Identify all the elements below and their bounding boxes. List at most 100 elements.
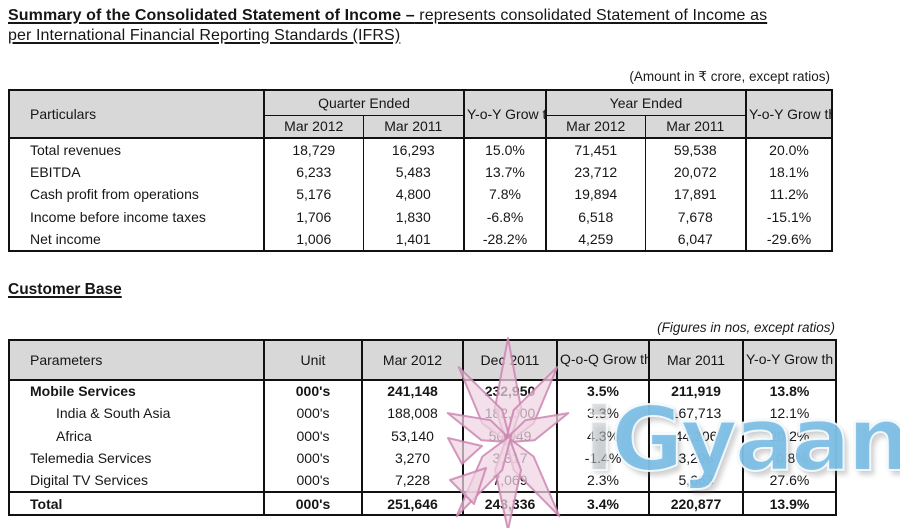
cell-label: Digital TV Services [30, 472, 149, 489]
cell-unit: 000's [263, 491, 362, 515]
cell-value: 3,270 [361, 447, 463, 470]
cell-value: 3.5% [556, 379, 649, 402]
cell-value: 27.6% [742, 469, 836, 492]
cell-value: 1,006 [263, 228, 363, 251]
row-net-income: Net income 1,006 1,401 -28.2% 4,259 6,04… [9, 228, 833, 251]
cell-value: 50,949 [462, 424, 557, 447]
cell-unit: 000's [263, 402, 362, 425]
cell-value: 5,176 [263, 183, 363, 206]
cell-label: India & South Asia [56, 405, 171, 422]
cell-label: Net income [30, 230, 101, 247]
cell-value: 211,919 [648, 379, 743, 402]
cell-value: 2.3% [556, 469, 649, 492]
cell-value: 188,008 [361, 402, 463, 425]
col-header-year-ended: Year Ended [544, 90, 747, 116]
cell-label: Telemedia Services [30, 450, 152, 467]
col-header-yoy-growth-year: Y-o-Y Grow th [745, 90, 833, 139]
cell-value: 20.0% [745, 138, 833, 161]
title-regular-part: represents consolidated Statement of Inc… [414, 7, 768, 24]
cell-value: 12.1% [742, 402, 836, 425]
cell-value: -1.4% [556, 447, 649, 470]
row-africa: Africa 000's 53,140 50,949 4.3% 44,206 2… [9, 424, 836, 447]
col-header-quarter-ended: Quarter Ended [263, 90, 464, 116]
cell-label: EBITDA [30, 163, 81, 180]
cell-value: 18,729 [263, 138, 363, 161]
cell-value: 13.8% [742, 379, 836, 402]
cell-value: 3,317 [462, 447, 557, 470]
cell-value: 7,228 [361, 469, 463, 492]
title-line-2: per International Financial Reporting St… [8, 26, 401, 44]
header-group-row: Particulars Quarter Ended Y-o-Y Grow th … [9, 90, 833, 139]
cell-value: 71,451 [545, 138, 645, 161]
cell-value: 167,713 [648, 402, 743, 425]
col-header-q-mar-2011: Mar 2011 [362, 115, 464, 139]
cell-unit: 000's [263, 447, 362, 470]
cell-value: 251,646 [361, 491, 463, 515]
cell-value: 7.8% [463, 183, 546, 206]
document-page: Summary of the Consolidated Statement of… [8, 6, 892, 516]
customer-base-table: Parameters Unit Mar 2012 Dec 2011 Q-o-Q … [8, 338, 837, 516]
col-header-mar-2011: Mar 2011 [648, 339, 743, 381]
cell-value: 4,259 [545, 228, 645, 251]
cell-value: 182,000 [462, 402, 557, 425]
cell-value: 17,891 [644, 183, 747, 206]
cell-value: 6,233 [263, 160, 363, 183]
cell-label: Total revenues [30, 141, 122, 158]
row-india-south-asia: India & South Asia 000's 188,008 182,000… [9, 402, 836, 425]
cell-unit: 000's [263, 379, 362, 402]
row-cash-profit: Cash profit from operations 5,176 4,800 … [9, 183, 833, 206]
cell-value: 6,047 [644, 228, 747, 251]
cell-value: 15.0% [463, 138, 546, 161]
cell-value: 1,401 [362, 228, 464, 251]
amount-units-note: (Amount in ₹ crore, except ratios) [629, 69, 830, 84]
cell-value: 7,069 [462, 469, 557, 492]
cell-value: 13.7% [463, 160, 546, 183]
col-header-q-mar-2012: Mar 2012 [263, 115, 363, 139]
cell-label: Cash profit from operations [30, 186, 199, 203]
cell-value: 19,894 [545, 183, 645, 206]
row-total-revenues: Total revenues 18,729 16,293 15.0% 71,45… [9, 138, 833, 161]
cell-value: -15.1% [745, 205, 833, 228]
cell-value: 220,877 [648, 491, 743, 515]
cell-value: 13.9% [742, 491, 836, 515]
header-row: Parameters Unit Mar 2012 Dec 2011 Q-o-Q … [9, 339, 836, 381]
cell-value: 11.2% [745, 183, 833, 206]
cell-value: 53,140 [361, 424, 463, 447]
cell-value: 23,712 [545, 160, 645, 183]
row-telemedia-services: Telemedia Services 000's 3,270 3,317 -1.… [9, 447, 836, 470]
row-mobile-services: Mobile Services 000's 241,148 232,950 3.… [9, 379, 836, 402]
title-bold-part: Summary of the Consolidated Statement of… [8, 7, 415, 24]
row-digital-tv-services: Digital TV Services 000's 7,228 7,069 2.… [9, 469, 836, 492]
col-header-dec-2011: Dec 2011 [462, 339, 557, 381]
row-income-before-taxes: Income before income taxes 1,706 1,830 -… [9, 205, 833, 228]
cell-value: 3,296 [648, 447, 743, 470]
customer-base-heading: Customer Base [8, 280, 122, 298]
cell-value: 5,483 [362, 160, 464, 183]
customer-table-body: Mobile Services 000's 241,148 232,950 3.… [9, 379, 836, 515]
cell-value: 59,538 [644, 138, 747, 161]
title-line-1: Summary of the Consolidated Statement of… [8, 6, 892, 26]
title-line-2-wrap: per International Financial Reporting St… [8, 26, 892, 46]
cell-value: 3.3% [556, 402, 649, 425]
col-header-mar-2012: Mar 2012 [361, 339, 463, 381]
cell-value: -29.6% [745, 228, 833, 251]
col-header-y-mar-2012: Mar 2012 [545, 115, 645, 139]
col-header-parameters: Parameters [9, 339, 264, 381]
cell-value: 20.2% [742, 424, 836, 447]
cell-value: 232,950 [462, 379, 557, 402]
cell-value: 16,293 [362, 138, 464, 161]
col-header-yoy-growth-quarter: Y-o-Y Grow th [463, 90, 546, 139]
income-statement-table: Particulars Quarter Ended Y-o-Y Grow th … [8, 89, 834, 252]
page-title: Summary of the Consolidated Statement of… [8, 6, 892, 45]
cell-label: Africa [56, 427, 92, 444]
col-header-yoy-growth: Y-o-Y Grow th [742, 339, 836, 381]
cell-value: 20,072 [644, 160, 747, 183]
cell-value: -0.8% [742, 447, 836, 470]
cell-value: 241,148 [361, 379, 463, 402]
col-header-particulars: Particulars [9, 90, 264, 139]
customer-table-header: Parameters Unit Mar 2012 Dec 2011 Q-o-Q … [9, 339, 836, 381]
income-table-header: Particulars Quarter Ended Y-o-Y Grow th … [9, 90, 833, 139]
cell-value: 3.4% [556, 491, 649, 515]
cell-value: 4,800 [362, 183, 464, 206]
cell-value: 243,336 [462, 491, 557, 515]
